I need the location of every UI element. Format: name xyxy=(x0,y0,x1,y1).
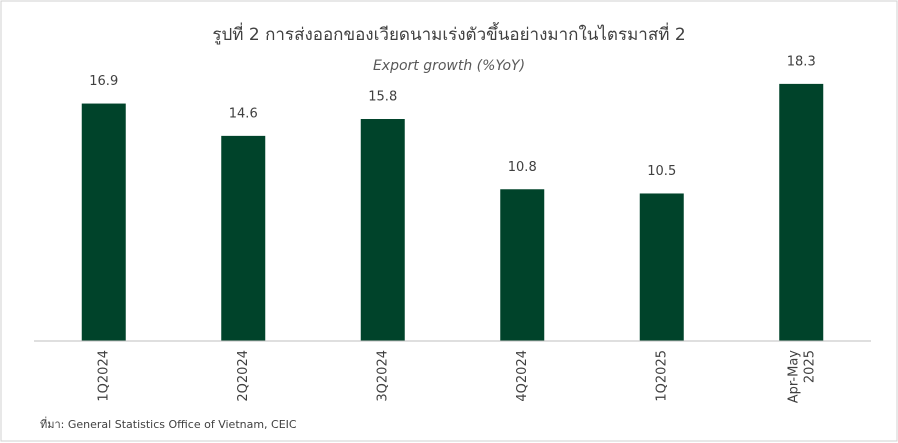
bar xyxy=(360,119,405,341)
bar xyxy=(500,189,545,341)
bar xyxy=(639,193,684,341)
chart-title: รูปที่ 2 การส่งออกของเวียดนามเร่งตัวขึ้น… xyxy=(212,22,685,45)
data-label: 14.6 xyxy=(229,106,258,121)
x-tick-label: 3Q2024 xyxy=(375,350,390,402)
bar xyxy=(221,135,266,341)
data-label: 10.8 xyxy=(508,160,537,175)
data-label: 15.8 xyxy=(368,90,397,105)
data-label: 18.3 xyxy=(787,54,816,69)
x-tick-label: 4Q2024 xyxy=(515,350,530,402)
x-tick-label: 1Q2024 xyxy=(96,350,111,402)
x-tick-label: 1Q2025 xyxy=(654,350,669,402)
bar xyxy=(81,103,126,342)
chart-subtitle: Export growth (%YoY) xyxy=(373,58,525,74)
bar xyxy=(779,83,824,341)
x-tick-label: 2Q2024 xyxy=(236,350,251,402)
source-note: ที่มา: General Statistics Office of Viet… xyxy=(40,416,297,431)
data-label: 16.9 xyxy=(89,74,118,89)
x-tick-label: Apr-May 2025 xyxy=(786,350,817,404)
data-label: 10.5 xyxy=(647,164,676,179)
